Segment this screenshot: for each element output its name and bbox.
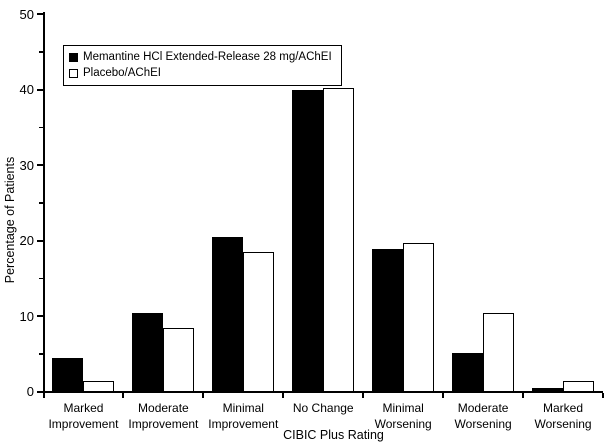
- bar-series1-cat2: [243, 251, 275, 392]
- x-tick: [42, 393, 45, 398]
- y-major-tick: [37, 13, 44, 15]
- x-category-label: Marked Improvement: [48, 401, 119, 431]
- open-white-square-icon: [69, 68, 78, 78]
- y-minor-tick: [39, 126, 44, 129]
- legend-item-memantine: Memantine HCl Extended-Release 28 mg/ACh…: [69, 49, 332, 65]
- x-tick: [122, 393, 125, 398]
- x-category-label: Moderate Worsening: [454, 401, 512, 431]
- bar-series1-cat5: [483, 312, 515, 392]
- x-category-label: Minimal Improvement: [208, 401, 279, 431]
- bar-series0-cat5: [452, 352, 484, 392]
- y-major-tick: [37, 88, 44, 91]
- y-tick-label: 20: [19, 233, 34, 248]
- legend-label: Placebo/AChEI: [83, 67, 161, 79]
- y-minor-tick: [39, 202, 44, 204]
- bar-series0-cat4: [372, 248, 404, 392]
- y-tick-label: 10: [19, 308, 34, 324]
- y-minor-tick: [39, 277, 44, 280]
- y-tick-label: 50: [19, 6, 34, 22]
- bar-series1-cat3: [323, 87, 355, 392]
- x-tick: [282, 393, 285, 398]
- y-tick-label: 0: [26, 384, 34, 399]
- y-minor-tick: [39, 51, 44, 53]
- bar-series0-cat0: [52, 357, 84, 392]
- x-tick: [522, 393, 525, 398]
- x-category-label: Moderate Improvement: [128, 401, 199, 431]
- y-axis-line: [43, 12, 45, 393]
- y-major-tick: [37, 239, 44, 242]
- bar-series0-cat2: [212, 236, 244, 392]
- x-axis-line: [43, 391, 603, 393]
- legend-item-placebo: Placebo/AChEI: [69, 65, 332, 81]
- x-category-label: Minimal Worsening: [374, 401, 432, 431]
- y-major-tick: [37, 390, 44, 393]
- y-minor-tick: [39, 353, 44, 355]
- bar-series0-cat1: [132, 312, 164, 392]
- x-category-label: Marked Worsening: [534, 401, 592, 431]
- x-category-label: No Change: [292, 401, 354, 415]
- x-tick: [362, 393, 365, 398]
- x-tick: [202, 393, 205, 398]
- bar-series1-cat0: [83, 380, 115, 392]
- y-tick-label: 30: [19, 157, 34, 173]
- x-tick: [442, 393, 445, 398]
- bar-series1-cat6: [563, 380, 595, 392]
- bar-series0-cat6: [532, 387, 564, 392]
- y-major-tick: [37, 315, 44, 317]
- x-axis-title: CIBIC Plus Rating: [283, 428, 384, 442]
- x-tick: [602, 393, 604, 398]
- legend: Memantine HCl Extended-Release 28 mg/ACh…: [63, 45, 342, 86]
- legend-label: Memantine HCl Extended-Release 28 mg/ACh…: [83, 51, 332, 63]
- bar-series0-cat3: [292, 89, 324, 392]
- filled-black-square-icon: [69, 52, 78, 62]
- bar-series1-cat1: [163, 327, 195, 392]
- y-tick-label: 40: [19, 82, 34, 97]
- y-major-tick: [37, 164, 44, 166]
- bar-series1-cat4: [403, 242, 435, 392]
